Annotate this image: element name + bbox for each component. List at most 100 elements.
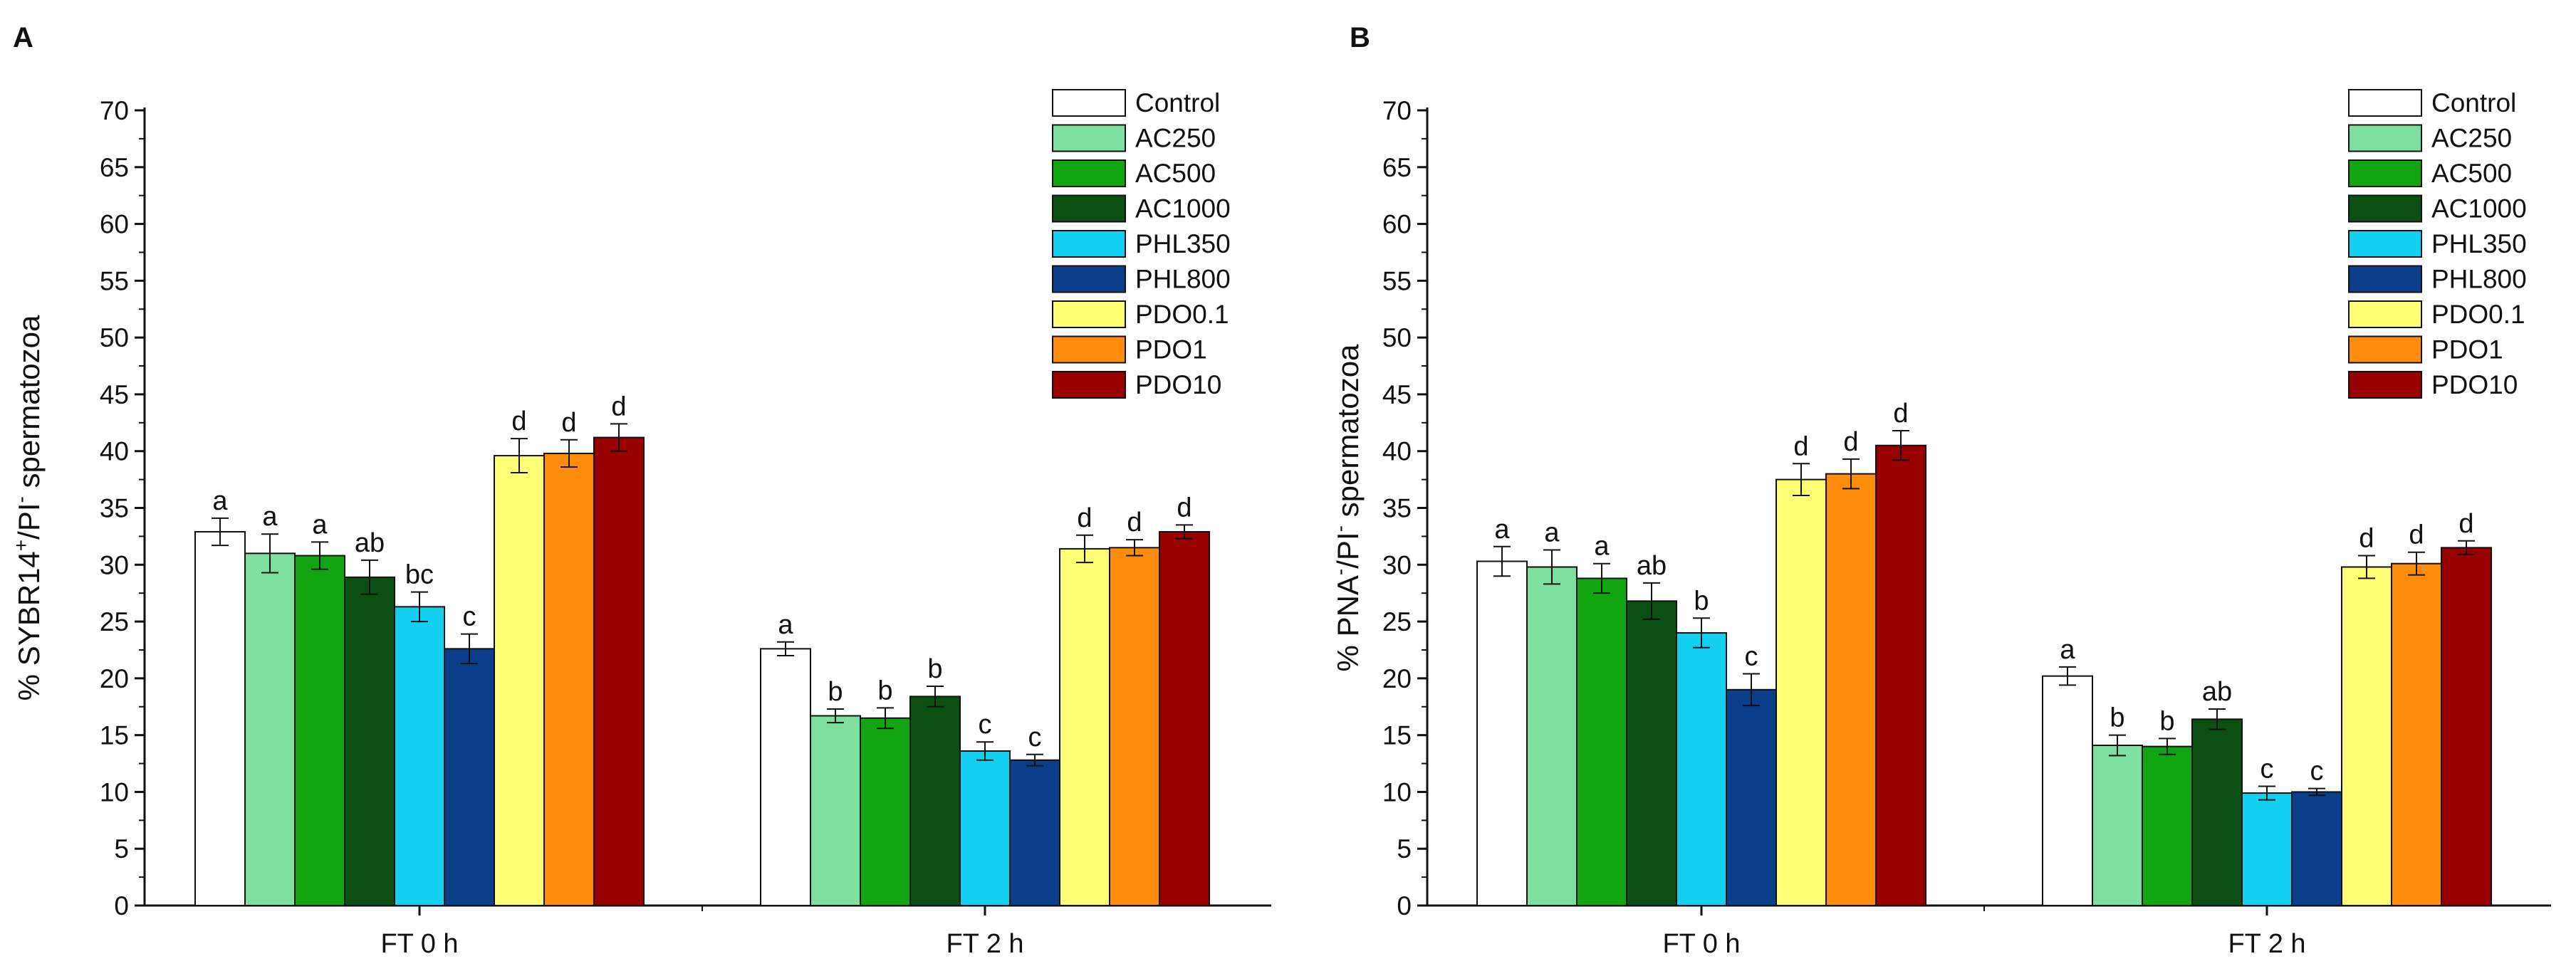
bar-control-2 [2042,675,2093,906]
bar-pdo10-2 [2441,547,2492,906]
bar-phl350-1 [394,606,445,906]
significance-letter: b [877,676,892,705]
y-axis-title-sup: - [1329,525,1351,532]
x-category-label: FT 0 h [380,929,458,959]
legend-label: PHL800 [1135,265,1231,294]
y-tick-label: 55 [1382,266,1412,295]
significance-letter: ab [2202,677,2232,707]
bar-phl800-1 [1726,688,1777,906]
bar-pdo1-1 [1825,473,1877,906]
y-axis-title-part: % SYBR14 [12,551,46,700]
bar-ac1000-1 [1626,600,1677,906]
x-category-label: FT 2 h [946,929,1023,959]
y-tick-label: 70 [1382,96,1412,125]
y-tick-label: 60 [100,210,129,239]
y-tick-label: 45 [100,380,129,409]
significance-letter: d [1127,508,1142,537]
y-tick-label: 20 [1382,664,1412,693]
y-tick-label: 30 [1382,550,1412,579]
legend-swatch [1052,300,1126,328]
legend-label: AC500 [2431,159,2512,188]
legend-swatch [2348,335,2422,364]
y-axis-title: % PNA-/PI- spermatozoa [1329,344,1365,671]
legend-label: PDO10 [2431,370,2518,399]
legend-label: PDO1 [1135,335,1207,364]
bar-control-1 [1476,560,1528,907]
y-axis-title-part: spermatozoa [1331,344,1365,525]
panel-label: B [1350,22,1370,53]
significance-letter: d [1843,427,1858,457]
significance-letter: a [778,610,793,640]
y-tick-label: 70 [100,96,129,125]
significance-letter: ab [1637,551,1667,581]
bar-ac500-2 [860,717,911,906]
bar-phl800-2 [2291,791,2342,907]
significance-letter: c [2260,754,2274,784]
significance-letter: d [2409,520,2424,550]
bar-ac500-1 [294,555,345,907]
bar-pdo01-2 [1059,547,1110,907]
significance-letter: d [2359,524,2374,554]
legend-swatch [2348,159,2422,187]
significance-letter: a [2060,635,2075,665]
legend-swatch [2348,230,2422,258]
significance-letter: c [1028,723,1042,752]
legend-label: AC1000 [2431,194,2527,224]
y-tick-label: 50 [100,323,129,352]
legend-swatch [2348,124,2422,152]
bar-phl350-1 [1676,632,1727,906]
panel-label: A [13,22,33,53]
bar-ac500-2 [2142,745,2193,906]
legend-swatch [1052,89,1126,117]
legend-label: AC1000 [1135,194,1231,224]
bar-pdo10-1 [593,436,645,906]
bar-ac250-1 [1526,566,1578,907]
chart-panel-b: B 0 5 10 15 20 25 30 35 40 45 50 55 60 65 70 % PNA-/PI- … [1329,22,2551,959]
y-tick-label: 35 [1382,494,1412,523]
bar-pdo1-2 [1109,547,1160,906]
legend-swatch [1052,230,1126,258]
significance-letter: a [262,502,278,532]
significance-letter: b [828,677,843,707]
x-category-label: FT 0 h [1662,929,1740,959]
legend-label: PHL800 [2431,265,2527,294]
significance-letter: a [1594,532,1610,562]
significance-letter: c [463,602,476,632]
legend-swatch [2348,89,2422,117]
legend-swatch [2348,265,2422,293]
bar-pdo01-1 [494,455,545,906]
bar-ac1000-1 [344,576,395,906]
significance-letter: d [1893,399,1908,429]
significance-letter: c [1745,641,1758,671]
bar-ac250-1 [244,552,296,906]
bar-ac1000-2 [2191,718,2243,906]
legend-label: PDO1 [2431,335,2503,364]
legend-label: PDO10 [1135,370,1221,399]
y-tick-label: 25 [1382,607,1412,636]
bar-pdo01-1 [1775,478,1827,906]
y-axis-title-part: /PI [1331,532,1365,568]
y-tick-label: 25 [100,607,129,636]
legend-label: AC250 [1135,124,1216,153]
bar-phl350-2 [2241,792,2293,906]
bar-pdo01-2 [2341,566,2392,907]
y-tick-label: 65 [100,153,129,182]
significance-letter: b [1694,586,1709,616]
bar-ac250-2 [2092,745,2143,906]
y-tick-label: 40 [1382,437,1412,466]
y-tick-label: 15 [1382,721,1412,750]
significance-letter: d [2458,509,2473,539]
legend-label: PHL350 [1135,229,1231,258]
bar-control-1 [194,531,246,906]
bar-ac1000-2 [909,696,961,906]
legend-label: PDO0.1 [2431,300,2525,329]
y-axis-title-part: % PNA [1331,575,1365,671]
y-tick-label: 15 [100,721,129,750]
legend-label: AC500 [1135,159,1216,188]
significance-letter: c [979,710,992,740]
bar-phl350-2 [959,750,1011,907]
y-tick-label: 10 [100,777,129,807]
y-tick-label: 30 [100,550,129,579]
legend-swatch [1052,124,1126,152]
legend-label: Control [1135,88,1220,117]
